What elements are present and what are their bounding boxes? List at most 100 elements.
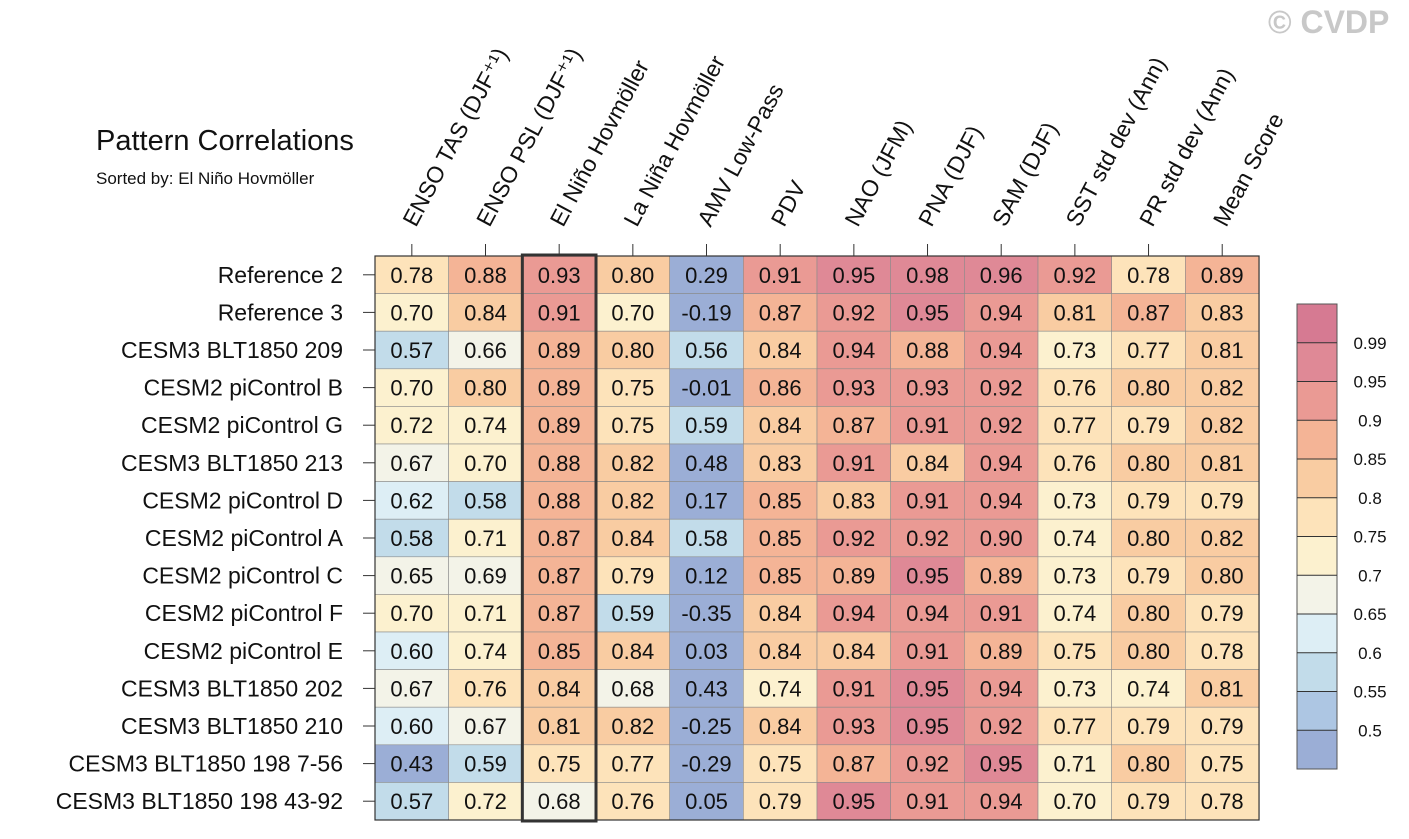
cell-value-label: 0.87 — [832, 752, 875, 777]
cell-value-label: 0.82 — [611, 714, 654, 739]
cell-value-label: 0.69 — [464, 564, 507, 589]
heatmap-cell — [890, 481, 965, 520]
colorbar-tick-label: 0.6 — [1358, 644, 1382, 663]
heatmap-cell — [669, 406, 744, 445]
heatmap-cell — [522, 556, 597, 595]
cell-value-label: 0.71 — [464, 526, 507, 551]
cell-value-label: 0.75 — [1053, 639, 1096, 664]
cell-value-label: 0.80 — [464, 376, 507, 401]
heatmap-cell — [374, 706, 449, 746]
heatmap-cell — [522, 669, 597, 708]
cell-value-label: 0.80 — [1127, 376, 1170, 401]
cell-value-label: 0.89 — [832, 564, 875, 589]
cell-value-label: 0.12 — [685, 564, 728, 589]
heatmap-cell — [374, 443, 449, 482]
cell-value-label: 0.75 — [538, 752, 581, 777]
heatmap-cell — [1111, 782, 1186, 821]
cell-value-label: 0.82 — [1201, 526, 1244, 551]
heatmap-cell — [595, 594, 670, 633]
cell-value-label: 0.94 — [980, 451, 1023, 476]
cell-value-label: 0.94 — [906, 601, 949, 626]
heatmap-cell — [743, 556, 818, 595]
cell-value-label: 0.91 — [759, 263, 802, 288]
colorbar-tick-label: 0.8 — [1358, 489, 1382, 508]
cell-value-label: 0.56 — [685, 338, 728, 363]
cell-value-label: 0.70 — [464, 451, 507, 476]
heatmap-cell — [522, 744, 597, 783]
row-label: CESM2 piControl E — [144, 638, 343, 664]
cell-value-label: 0.68 — [538, 789, 581, 814]
cell-value-label: 0.91 — [906, 413, 949, 438]
cell-value-label: 0.74 — [1053, 526, 1096, 551]
cell-value-label: 0.96 — [980, 263, 1023, 288]
heatmap-cell — [595, 782, 670, 821]
cell-value-label: 0.74 — [1127, 676, 1170, 701]
colorbar-tick-label: 0.85 — [1353, 450, 1386, 469]
cell-value-label: 0.84 — [906, 451, 949, 476]
cell-value-label: 0.92 — [980, 376, 1023, 401]
heatmap-cell — [1111, 669, 1186, 708]
heatmap-cell — [448, 556, 523, 595]
colorbar-band — [1297, 342, 1337, 382]
heatmap-cell — [448, 744, 523, 783]
cell-value-label: 0.84 — [759, 601, 802, 626]
heatmap-cell — [374, 330, 449, 370]
heatmap-cell — [1185, 518, 1260, 558]
cell-value-label: -0.01 — [681, 376, 731, 401]
cell-value-label: 0.48 — [685, 451, 728, 476]
chart-title: Pattern Correlations — [96, 125, 354, 157]
cell-value-label: 0.67 — [464, 714, 507, 739]
row-label: CESM2 piControl C — [142, 563, 343, 589]
heatmap-cell — [595, 744, 670, 783]
cell-value-label: 0.92 — [980, 714, 1023, 739]
heatmap-cell — [964, 368, 1039, 407]
heatmap-cell — [1111, 255, 1186, 294]
cell-value-label: 0.94 — [980, 488, 1023, 513]
cell-value-label: 0.95 — [832, 789, 875, 814]
heatmap-cell — [1111, 406, 1186, 445]
heatmap-cell — [669, 669, 744, 708]
cell-value-label: 0.59 — [611, 601, 654, 626]
cell-value-label: 0.88 — [906, 338, 949, 363]
heatmap-cell — [1037, 669, 1113, 708]
colorbar-tick-label: 0.55 — [1353, 683, 1386, 702]
heatmap-cell — [595, 330, 670, 370]
cell-value-label: 0.80 — [1201, 564, 1244, 589]
colorbar-tick-label: 0.99 — [1353, 334, 1386, 353]
heatmap-cell — [522, 293, 597, 332]
heatmap-cell — [816, 518, 891, 558]
cell-value-label: 0.94 — [980, 300, 1023, 325]
cell-value-label: 0.59 — [464, 752, 507, 777]
cell-value-label: 0.77 — [611, 752, 654, 777]
heatmap-cell — [595, 443, 670, 482]
cell-value-label: 0.94 — [832, 338, 875, 363]
heatmap-cell — [1111, 556, 1186, 595]
cell-value-label: 0.89 — [538, 413, 581, 438]
row-label: CESM3 BLT1850 202 — [121, 675, 343, 701]
cell-value-label: 0.94 — [980, 789, 1023, 814]
heatmap-cell — [964, 481, 1039, 520]
heatmap-cell — [1111, 706, 1186, 746]
cell-value-label: 0.78 — [390, 263, 433, 288]
cell-value-label: 0.74 — [759, 676, 802, 701]
heatmap-cell — [374, 406, 449, 445]
heatmap-cell — [1037, 594, 1113, 633]
heatmap-cell — [1037, 330, 1113, 370]
column-label: PDV — [766, 176, 811, 231]
row-label: CESM3 BLT1850 198 7-56 — [69, 751, 343, 777]
heatmap-cell — [1185, 669, 1260, 708]
cell-value-label: 0.83 — [832, 488, 875, 513]
cell-value-label: 0.87 — [538, 564, 581, 589]
colorbar-band — [1297, 691, 1337, 731]
cell-value-label: 0.81 — [538, 714, 581, 739]
heatmap-cell — [448, 481, 523, 520]
heatmap-cell — [522, 594, 597, 633]
cell-value-label: 0.80 — [1127, 451, 1170, 476]
colorbar-tick-label: 0.65 — [1353, 605, 1386, 624]
colorbar-tick-label: 0.95 — [1353, 373, 1386, 392]
heatmap-cell — [743, 594, 818, 633]
colorbar-band — [1297, 730, 1337, 769]
cell-value-label: 0.43 — [685, 676, 728, 701]
heatmap-cell — [890, 255, 965, 294]
